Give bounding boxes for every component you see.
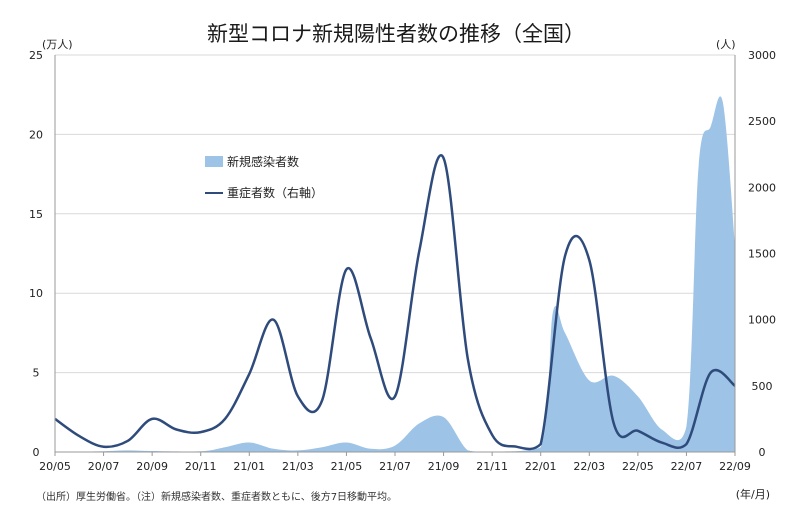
x-tick-label: 22/07	[671, 460, 703, 473]
x-tick-label: 21/07	[379, 460, 411, 473]
y-left-tick-label: 0	[33, 446, 40, 459]
source-note: （出所）厚生労働省。（注）新規感染者数、重症者数ともに、後方7日移動平均。	[36, 492, 398, 503]
legend-area-label: 新規感染者数	[227, 155, 300, 169]
x-tick-label: 21/09	[428, 460, 460, 473]
legend-line-entry: 重症者数（右軸）	[205, 184, 323, 201]
legend-line-label: 重症者数（右軸）	[227, 186, 324, 200]
y-left-tick-label: 5	[33, 367, 40, 380]
x-axis-unit: (年/月)	[735, 488, 770, 501]
legend-area-swatch	[205, 156, 223, 167]
x-tick-label: 21/11	[476, 460, 508, 473]
y-left-tick-label: 20	[29, 128, 43, 141]
y-right-tick-label: 3000	[748, 49, 776, 62]
x-tick-label: 21/01	[233, 460, 265, 473]
x-tick-label: 21/03	[282, 460, 314, 473]
left-axis-unit: (万人)	[42, 38, 73, 51]
x-tick-label: 21/05	[331, 460, 363, 473]
y-left-tick-label: 15	[29, 208, 43, 221]
y-left-tick-label: 10	[29, 287, 43, 300]
x-tick-label: 20/09	[136, 460, 168, 473]
line-series-group	[54, 154, 736, 451]
axes-group: 0 5 10 15 20 25 0 500 1000 1500 2000 2500 3000 20/05 2…	[29, 49, 776, 473]
new-cases-area	[55, 96, 735, 452]
x-tick-label: 22/01	[525, 460, 557, 473]
legend-line-swatch	[205, 191, 223, 194]
x-tick-label: 20/05	[39, 460, 71, 473]
y-right-tick-label: 0	[759, 446, 766, 459]
x-tick-label: 22/05	[622, 460, 654, 473]
y-right-tick-label: 2000	[748, 181, 776, 194]
y-right-tick-label: 500	[752, 380, 773, 393]
x-tick-label: 20/07	[88, 460, 120, 473]
y-left-tick-label: 25	[29, 49, 43, 62]
x-tick-label: 22/09	[719, 460, 751, 473]
y-right-tick-label: 2500	[748, 115, 776, 128]
y-right-tick-label: 1500	[748, 248, 776, 261]
y-right-tick-label: 1000	[748, 314, 776, 327]
legend-area-entry: 新規感染者数	[205, 153, 299, 170]
severe-cases-line	[54, 154, 736, 451]
area-series-group	[55, 96, 735, 452]
right-axis-unit: (人)	[716, 38, 736, 51]
chart-title: 新型コロナ新規陽性者数の推移（全国）	[207, 22, 585, 46]
x-tick-label: 20/11	[185, 460, 217, 473]
x-tick-label: 22/03	[573, 460, 605, 473]
